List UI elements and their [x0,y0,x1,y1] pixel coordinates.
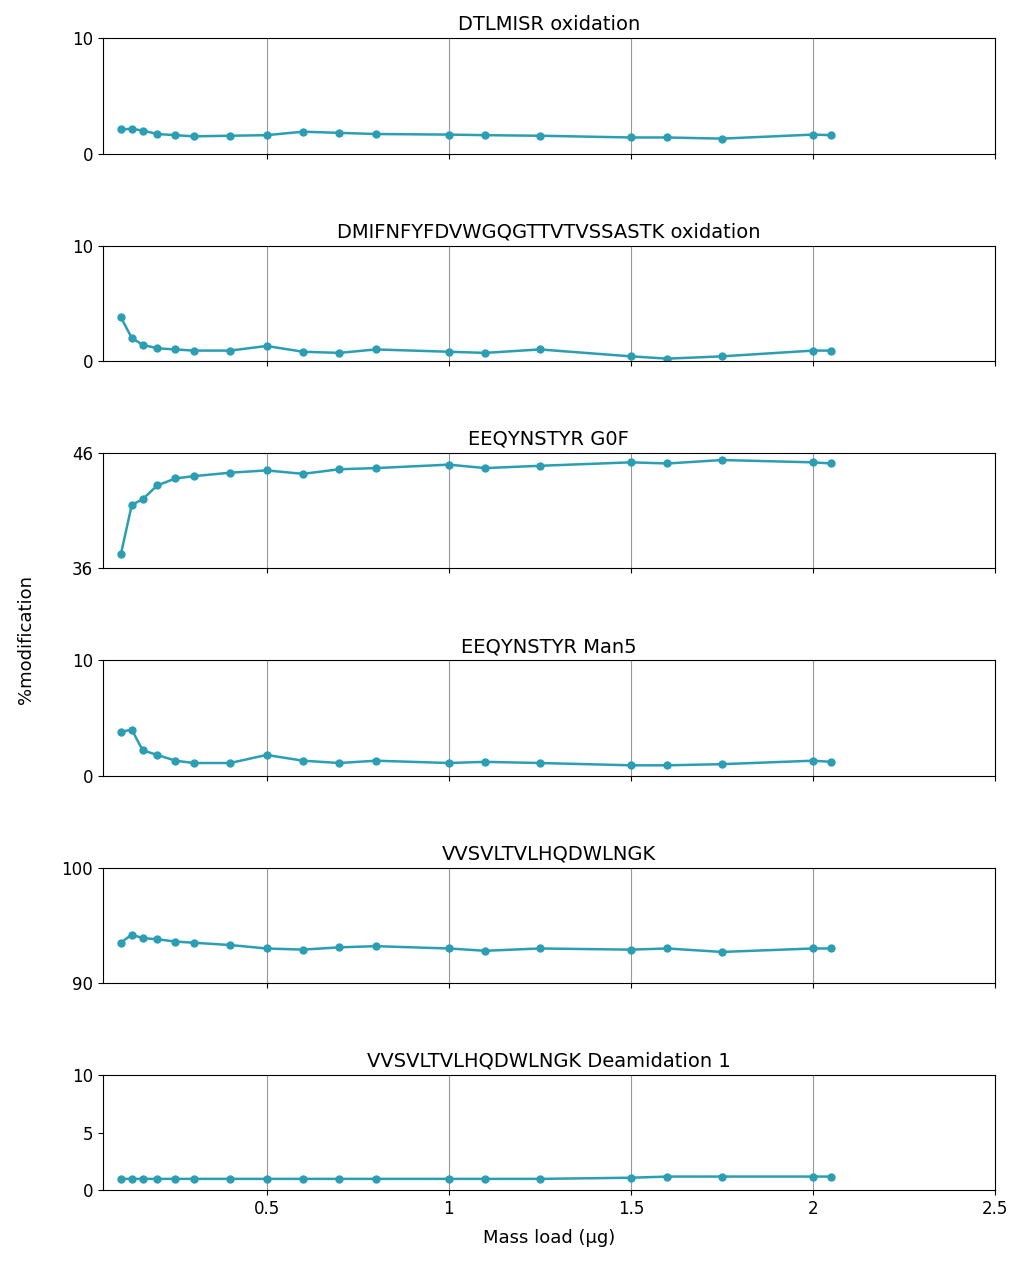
X-axis label: Mass load (μg): Mass load (μg) [483,1229,615,1247]
Title: EEQYNSTYR Man5: EEQYNSTYR Man5 [461,637,637,657]
Title: VVSVLTVLHQDWLNGK Deamidation 1: VVSVLTVLHQDWLNGK Deamidation 1 [367,1052,731,1071]
Title: DTLMISR oxidation: DTLMISR oxidation [458,15,640,35]
Text: %modification: %modification [16,576,35,704]
Title: EEQYNSTYR G0F: EEQYNSTYR G0F [469,430,629,449]
Title: VVSVLTVLHQDWLNGK: VVSVLTVLHQDWLNGK [442,845,656,864]
Title: DMIFNFYFDVWGQGTTVTVSSASTK oxidation: DMIFNFYFDVWGQGTTVTVSSASTK oxidation [338,223,760,242]
